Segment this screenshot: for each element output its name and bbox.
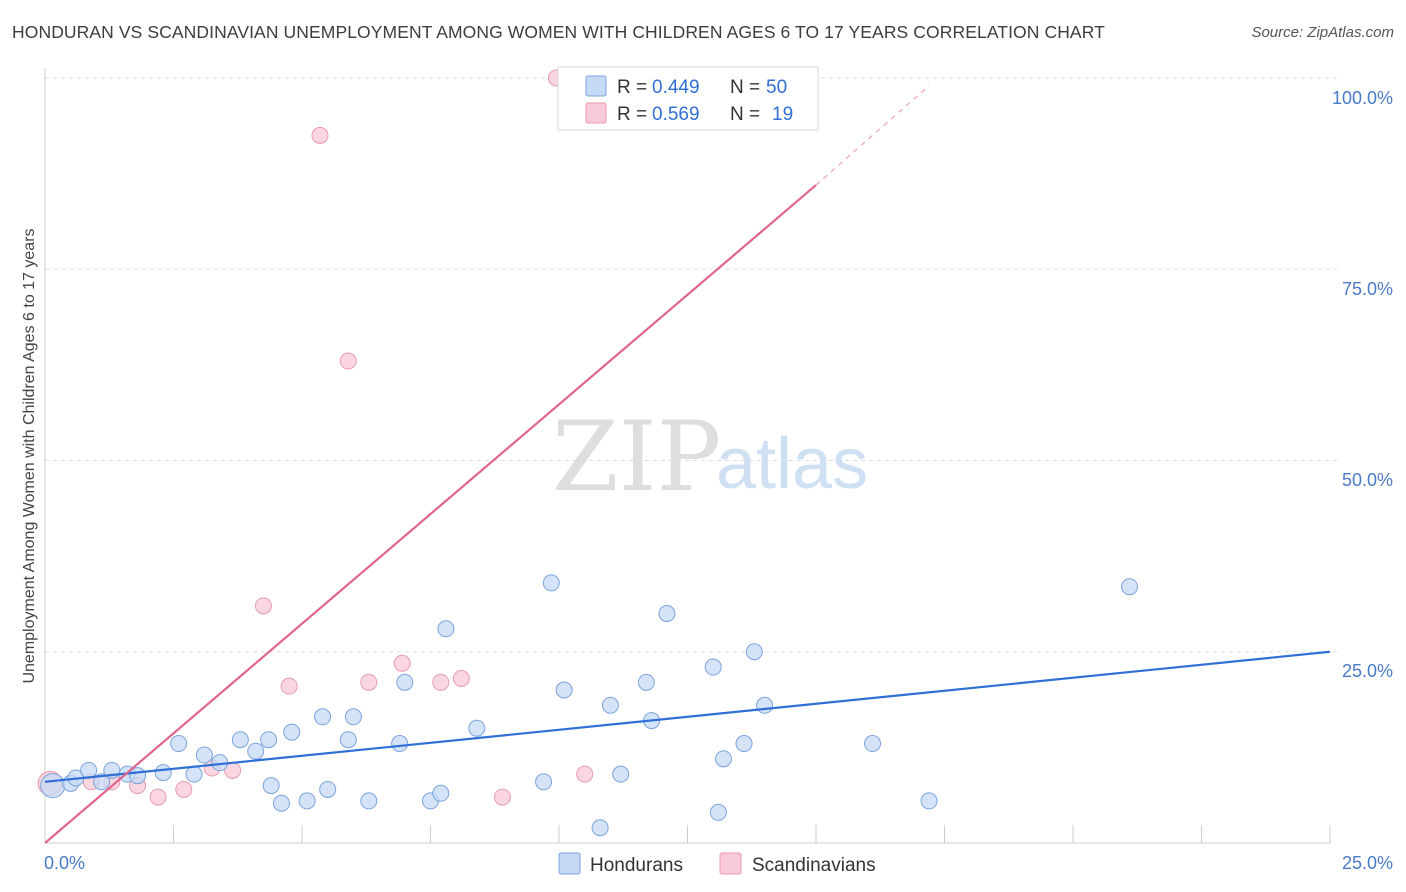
bottom-legend-swatch-hondurans bbox=[558, 852, 581, 875]
legend-n-value-hondurans: 50 bbox=[766, 77, 787, 98]
hondurans-point bbox=[555, 681, 573, 699]
chart-source: Source: ZipAtlas.com bbox=[1251, 24, 1394, 41]
hondurans-point bbox=[637, 673, 655, 691]
legend-r-value-scandinavians: 0.569 bbox=[652, 104, 700, 125]
legend-r-label-hondurans: R = bbox=[617, 77, 647, 98]
bottom-legend-label-hondurans: Hondurans bbox=[590, 855, 683, 876]
hondurans-point bbox=[262, 777, 280, 795]
y-tick-label-25: 25.0% bbox=[1342, 661, 1393, 681]
hondurans-point bbox=[231, 731, 249, 749]
hondurans-point bbox=[298, 792, 316, 810]
hondurans-point bbox=[339, 731, 357, 749]
series-legend: Hondurans Scandinavians bbox=[558, 852, 876, 876]
hondurans-point bbox=[314, 708, 332, 726]
hondurans-point bbox=[360, 792, 378, 810]
hondurans-point bbox=[591, 819, 609, 837]
hondurans-point bbox=[154, 764, 172, 782]
legend-swatch-hondurans bbox=[585, 75, 607, 97]
x-tick-marks bbox=[173, 825, 1331, 843]
hondurans-point bbox=[391, 735, 409, 753]
hondurans-trend-line bbox=[44, 650, 1331, 783]
hondurans-point bbox=[319, 780, 337, 798]
y-tick-label-100: 100.0% bbox=[1332, 88, 1393, 108]
hondurans-point bbox=[745, 643, 763, 661]
hondurans-point bbox=[437, 620, 455, 638]
legend-n-label-scandinavians: N = bbox=[730, 104, 760, 125]
scandinavians-point bbox=[280, 677, 298, 695]
scandinavians-point bbox=[149, 788, 167, 806]
y-axis-label: Unemployment Among Women with Children A… bbox=[21, 228, 38, 683]
hondurans-point bbox=[542, 574, 560, 592]
hondurans-point bbox=[920, 792, 938, 810]
hondurans-point bbox=[247, 742, 265, 760]
hondurans-point bbox=[432, 784, 450, 802]
hondurans-point bbox=[864, 735, 882, 753]
y-tick-label-75: 75.0% bbox=[1342, 279, 1393, 299]
scandinavians-point bbox=[175, 780, 193, 798]
scandinavians-trend-line bbox=[44, 184, 817, 844]
hondurans-point bbox=[535, 773, 553, 791]
bottom-legend-swatch-scandinavians bbox=[719, 852, 742, 875]
gridlines bbox=[45, 77, 1340, 653]
scandinavians-point bbox=[360, 673, 378, 691]
hondurans-point bbox=[735, 735, 753, 753]
watermark-zip: ZIP bbox=[552, 401, 721, 513]
scandinavians-point bbox=[393, 654, 411, 672]
hondurans-point bbox=[601, 696, 619, 714]
scandinavians-trend-extension bbox=[815, 85, 930, 186]
hondurans-point bbox=[272, 794, 290, 812]
hondurans-point bbox=[283, 723, 301, 741]
hondurans-point bbox=[756, 696, 774, 714]
correlation-legend: R = 0.449 N = 50 R = 0.569 N = 19 bbox=[557, 66, 819, 131]
scandinavians-point bbox=[311, 126, 329, 144]
scandinavians-point bbox=[339, 352, 357, 370]
x-tick-label-max: 25.0% bbox=[1342, 853, 1393, 873]
hondurans-point bbox=[612, 765, 630, 783]
legend-n-label-hondurans: N = bbox=[730, 77, 760, 98]
hondurans-point bbox=[1121, 578, 1139, 596]
x-tick-label-min: 0.0% bbox=[44, 853, 85, 873]
scandinavians-point bbox=[254, 597, 272, 615]
hondurans-point bbox=[396, 673, 414, 691]
scandinavians-points bbox=[37, 69, 594, 806]
scandinavians-point bbox=[576, 765, 594, 783]
hondurans-point bbox=[185, 765, 203, 783]
legend-n-value-scandinavians: 19 bbox=[772, 104, 793, 125]
hondurans-point bbox=[260, 731, 278, 749]
hondurans-points bbox=[40, 574, 1139, 837]
bottom-legend-label-scandinavians: Scandinavians bbox=[752, 855, 876, 876]
hondurans-point bbox=[40, 773, 66, 799]
y-tick-label-50: 50.0% bbox=[1342, 470, 1393, 490]
hondurans-point bbox=[714, 750, 732, 768]
legend-r-label-scandinavians: R = bbox=[617, 104, 647, 125]
scandinavians-point bbox=[493, 788, 511, 806]
scandinavians-point bbox=[452, 670, 470, 688]
hondurans-point bbox=[704, 658, 722, 676]
hondurans-point bbox=[709, 803, 727, 821]
chart-title: HONDURAN VS SCANDINAVIAN UNEMPLOYMENT AM… bbox=[12, 22, 1105, 42]
legend-r-value-hondurans: 0.449 bbox=[652, 77, 700, 98]
hondurans-point bbox=[658, 605, 676, 622]
legend-swatch-scandinavians bbox=[585, 102, 607, 124]
hondurans-point bbox=[344, 708, 362, 726]
trend-lines bbox=[44, 85, 1331, 844]
watermark-atlas: atlas bbox=[716, 424, 868, 504]
hondurans-point bbox=[93, 773, 111, 791]
scandinavians-point bbox=[432, 673, 450, 691]
hondurans-point bbox=[170, 735, 188, 753]
hondurans-point bbox=[468, 719, 486, 737]
hondurans-point bbox=[195, 746, 213, 764]
